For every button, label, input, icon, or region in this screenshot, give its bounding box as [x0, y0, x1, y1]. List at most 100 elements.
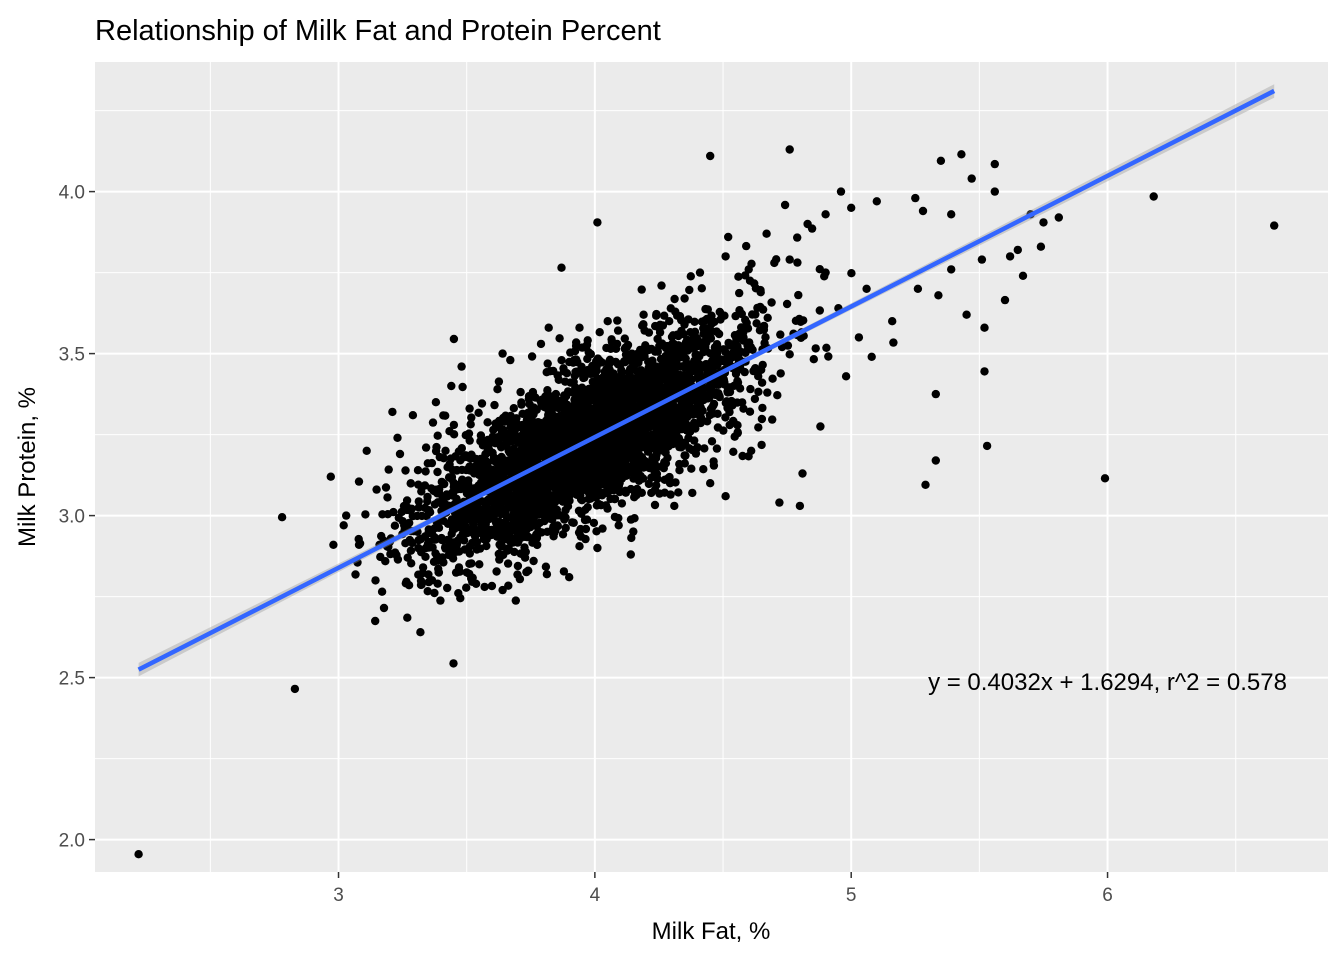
y-tick-label: 4.0 — [59, 183, 85, 204]
data-point — [555, 478, 564, 487]
data-point — [674, 384, 683, 394]
data-point — [435, 484, 444, 494]
data-point — [393, 433, 402, 442]
data-point — [489, 507, 498, 516]
data-point — [621, 488, 630, 497]
data-point — [427, 458, 437, 468]
data-point — [593, 543, 602, 553]
data-point — [780, 200, 790, 210]
data-point — [686, 272, 695, 281]
data-point — [413, 511, 422, 521]
data-point — [434, 564, 443, 573]
data-point — [477, 526, 486, 535]
data-point — [522, 524, 531, 533]
data-point — [502, 511, 511, 520]
data-point — [557, 356, 566, 365]
data-point — [520, 532, 529, 541]
data-point — [524, 566, 533, 575]
data-point — [455, 513, 464, 522]
data-point — [455, 547, 464, 556]
data-point — [803, 219, 812, 229]
data-point — [563, 502, 573, 511]
data-point — [570, 399, 580, 408]
data-point — [424, 577, 433, 587]
data-point — [506, 355, 515, 365]
data-point — [581, 524, 591, 534]
data-point — [569, 358, 578, 367]
data-point — [447, 381, 456, 391]
data-point — [624, 446, 633, 456]
data-point — [561, 523, 570, 533]
data-point — [606, 344, 615, 353]
data-point — [414, 480, 423, 489]
data-point — [785, 145, 794, 154]
data-point — [414, 497, 423, 506]
data-point — [615, 437, 625, 447]
data-point — [683, 392, 693, 401]
data-point — [621, 427, 631, 436]
data-point — [710, 317, 719, 327]
data-point — [795, 501, 805, 511]
data-point — [654, 433, 664, 443]
data-point — [555, 334, 564, 343]
data-point — [735, 288, 744, 298]
data-point — [636, 369, 645, 379]
data-point — [371, 576, 380, 585]
data-point — [854, 333, 864, 342]
data-point — [372, 485, 381, 494]
data-point — [700, 316, 710, 325]
data-point — [675, 312, 685, 321]
data-point — [783, 341, 793, 350]
data-point — [506, 465, 515, 475]
data-point — [652, 309, 661, 319]
data-point — [752, 319, 761, 328]
data-point — [591, 395, 600, 405]
data-point — [449, 478, 458, 488]
data-point — [444, 544, 453, 553]
data-point — [421, 443, 431, 452]
data-point — [543, 359, 552, 368]
data-point — [443, 463, 452, 472]
data-point — [911, 193, 920, 203]
y-tick-label: 2.5 — [59, 669, 85, 690]
data-point — [377, 587, 387, 596]
data-point — [509, 455, 518, 464]
data-point — [793, 258, 802, 267]
x-tick-label: 5 — [846, 885, 857, 906]
data-point — [756, 302, 765, 312]
data-point — [947, 210, 956, 219]
data-point — [744, 265, 753, 274]
data-point — [612, 339, 622, 349]
data-point — [277, 513, 287, 522]
data-point — [684, 365, 693, 375]
data-point — [414, 543, 423, 553]
data-point — [745, 407, 755, 416]
data-point — [724, 232, 733, 242]
data-point — [644, 435, 653, 444]
data-point — [836, 187, 846, 196]
data-point — [639, 320, 648, 329]
data-point — [548, 432, 558, 441]
data-point — [606, 378, 615, 387]
data-point — [379, 603, 389, 613]
data-point — [934, 291, 943, 300]
data-point — [381, 483, 391, 492]
data-point — [290, 684, 300, 694]
data-point — [498, 585, 507, 595]
data-point — [816, 422, 825, 431]
data-point — [723, 387, 732, 396]
data-point — [565, 573, 574, 582]
data-point — [601, 469, 610, 478]
data-point — [493, 385, 502, 394]
data-point — [637, 415, 647, 425]
data-point — [740, 367, 749, 377]
data-point — [494, 549, 503, 559]
data-point — [529, 556, 538, 566]
data-point — [570, 420, 579, 429]
data-point — [665, 317, 674, 326]
data-point — [526, 483, 535, 492]
data-point — [472, 545, 482, 554]
data-point — [543, 527, 552, 536]
data-point — [490, 494, 499, 503]
data-point — [589, 450, 598, 459]
